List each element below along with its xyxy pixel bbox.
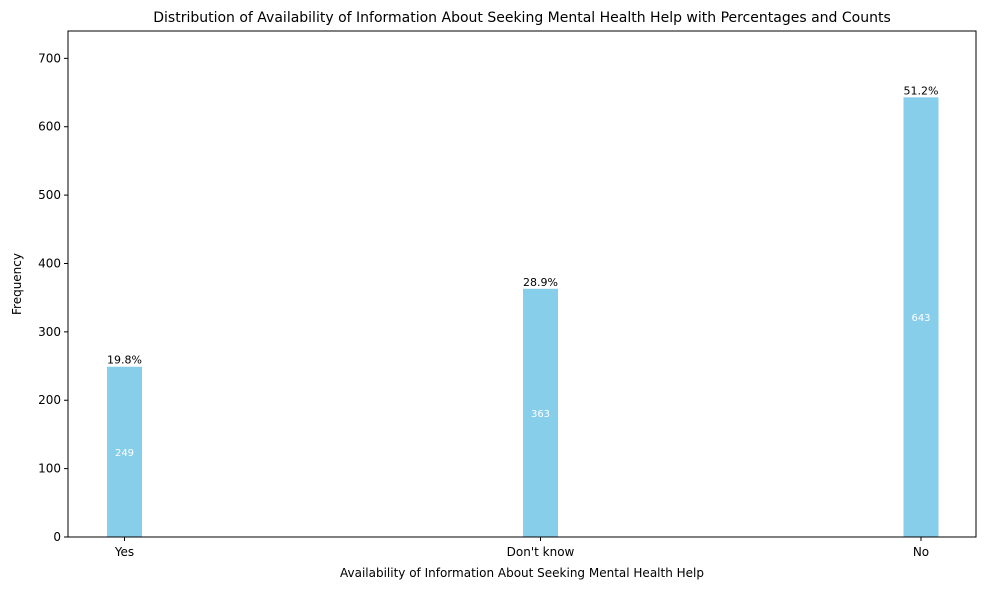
count-label: 643	[911, 313, 930, 324]
x-axis-label: Availability of Information About Seekin…	[340, 566, 704, 580]
count-label: 363	[531, 409, 550, 420]
y-tick-label: 200	[38, 393, 61, 407]
bar-1	[523, 288, 558, 537]
percent-label: 19.8%	[107, 354, 142, 367]
y-tick-label: 300	[38, 325, 61, 339]
x-tick-label: Don't know	[507, 545, 575, 559]
chart-title: Distribution of Availability of Informat…	[153, 10, 891, 26]
plot-frame	[67, 30, 977, 538]
y-tick-label: 500	[38, 188, 61, 202]
y-tick-label: 700	[38, 51, 61, 65]
y-tick-label: 600	[38, 120, 61, 134]
bar-0	[107, 366, 142, 537]
y-tick-label: 0	[53, 530, 61, 544]
percent-label: 28.9%	[523, 276, 558, 289]
bar-2	[903, 97, 939, 537]
plot-area: 0 100 200 300 400 500 600 700 19.8% 249 Yes 28.9% 36…	[38, 51, 939, 559]
percent-label: 51.2%	[904, 84, 939, 97]
y-tick-label: 400	[38, 256, 61, 270]
y-axis-label: Frequency	[10, 253, 24, 315]
y-tick-label: 100	[38, 462, 61, 476]
x-tick-label: Yes	[114, 545, 134, 559]
count-label: 249	[115, 448, 134, 459]
x-tick-label: No	[913, 545, 929, 559]
